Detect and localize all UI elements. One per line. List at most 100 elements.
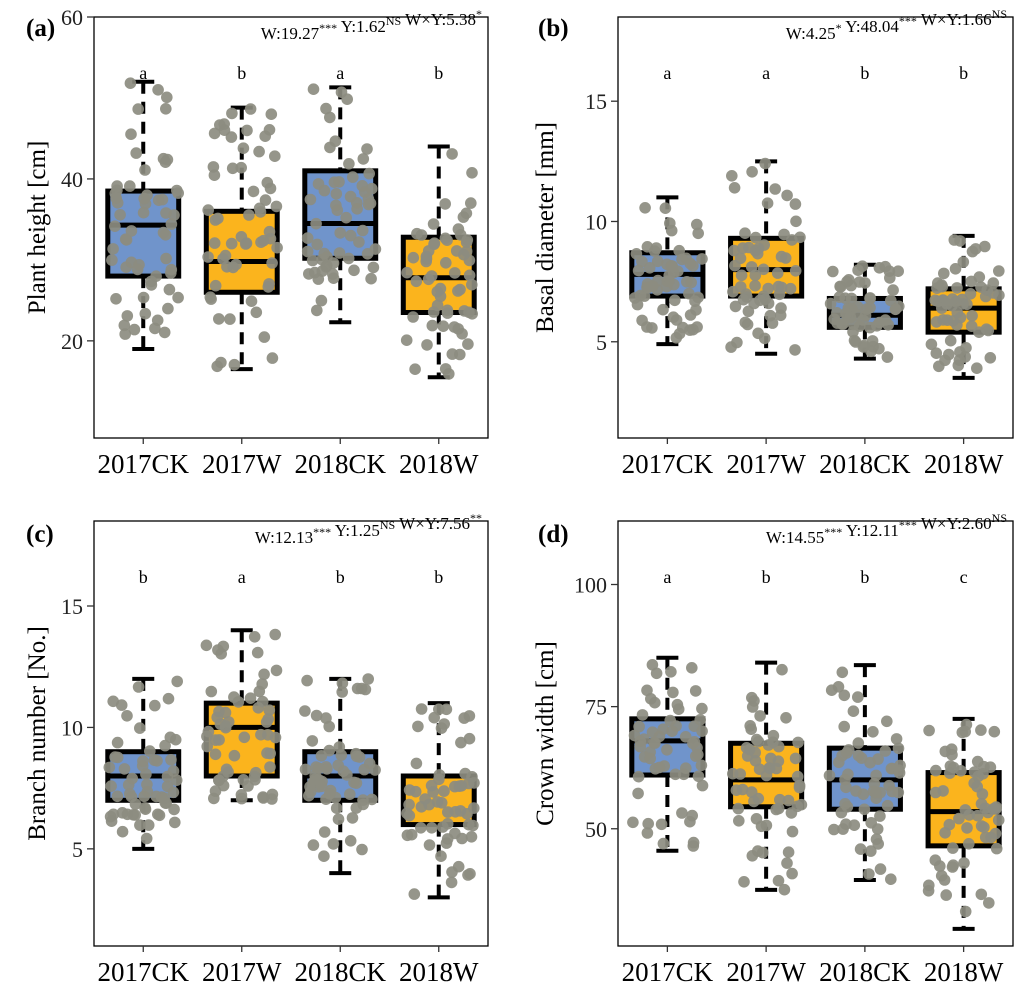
- data-point: [963, 838, 975, 850]
- data-point: [247, 185, 260, 198]
- data-point: [874, 863, 887, 875]
- data-point: [172, 291, 184, 304]
- data-point: [329, 135, 342, 147]
- data-point: [687, 836, 700, 849]
- y-axis-title: Basal diameter [mm]: [532, 122, 559, 333]
- stat-text: Y:12.11: [842, 521, 899, 540]
- data-point: [125, 128, 137, 140]
- data-point: [684, 324, 696, 336]
- data-point: [137, 755, 149, 767]
- data-point: [403, 798, 415, 811]
- x-tick-label: 2017CK: [622, 449, 714, 479]
- stat-significance: ***: [824, 525, 842, 539]
- data-point: [966, 310, 978, 322]
- data-point: [832, 681, 845, 693]
- stats-annotation: W:4.25* Y:48.04*** W×Y:1.66NS: [786, 7, 1007, 43]
- data-point: [734, 768, 746, 780]
- data-point: [208, 127, 221, 140]
- data-point: [772, 802, 785, 815]
- data-point: [929, 294, 941, 307]
- data-point: [883, 265, 896, 278]
- box-2017CK: b: [103, 567, 183, 851]
- data-point: [735, 269, 748, 282]
- data-point: [761, 197, 774, 209]
- data-point: [258, 331, 271, 343]
- data-point: [865, 817, 877, 829]
- data-point: [676, 253, 688, 266]
- stat-significance: ***: [899, 14, 917, 28]
- data-point: [838, 689, 851, 702]
- data-point: [327, 268, 339, 280]
- data-point: [734, 281, 747, 293]
- x-tick-label: 2018W: [924, 449, 1004, 479]
- data-point: [212, 212, 224, 225]
- significance-letter: a: [238, 567, 246, 587]
- y-tick-label: 20: [61, 329, 83, 354]
- data-point: [864, 756, 876, 769]
- data-point: [344, 835, 357, 847]
- significance-letter: b: [434, 63, 443, 83]
- data-point: [446, 866, 458, 878]
- data-point: [782, 846, 795, 858]
- data-point: [749, 279, 761, 292]
- stat-text: W×Y:7.56: [395, 514, 470, 533]
- data-point: [446, 148, 458, 160]
- significance-letter: a: [336, 63, 344, 83]
- data-point: [959, 905, 972, 918]
- data-point: [969, 243, 982, 255]
- data-point: [333, 247, 346, 259]
- data-point: [730, 784, 743, 796]
- data-point: [867, 340, 879, 353]
- data-point: [128, 323, 141, 336]
- significance-letter: b: [762, 567, 771, 587]
- data-point: [646, 726, 659, 738]
- data-point: [836, 666, 849, 679]
- data-point: [318, 247, 331, 260]
- data-point: [255, 236, 267, 248]
- stat-significance: NS: [386, 14, 401, 28]
- data-point: [833, 756, 845, 769]
- data-point: [149, 699, 161, 712]
- significance-letter: b: [434, 567, 443, 587]
- data-point: [441, 304, 454, 317]
- data-point: [657, 723, 669, 735]
- data-point: [139, 307, 152, 320]
- data-point: [971, 362, 983, 375]
- stat-significance: NS: [992, 511, 1007, 525]
- data-point: [692, 227, 704, 240]
- data-point: [757, 263, 770, 276]
- data-point: [169, 816, 181, 829]
- data-point: [856, 260, 869, 273]
- data-point: [401, 829, 414, 842]
- data-point: [269, 150, 281, 162]
- data-point: [789, 198, 802, 210]
- data-point: [657, 303, 669, 316]
- observation-points: [824, 260, 905, 363]
- data-point: [217, 253, 229, 265]
- observation-points: [401, 703, 480, 900]
- data-point: [344, 229, 357, 242]
- stat-text: W:4.25: [786, 24, 836, 43]
- data-point: [318, 184, 331, 197]
- plot-frame: [617, 16, 1014, 439]
- data-point: [230, 258, 242, 271]
- x-tick-label: 2017W: [202, 449, 282, 479]
- data-point: [889, 303, 902, 316]
- data-point: [751, 247, 764, 260]
- data-point: [266, 257, 278, 269]
- y-tick-label: 50: [585, 817, 607, 842]
- data-point: [163, 283, 176, 296]
- data-point: [109, 751, 121, 763]
- stat-significance: ***: [313, 525, 331, 539]
- data-point: [462, 818, 475, 831]
- data-point: [961, 298, 973, 311]
- data-point: [158, 326, 171, 339]
- data-point: [425, 822, 438, 834]
- x-tick-label: 2017W: [726, 957, 806, 985]
- data-point: [301, 674, 313, 687]
- data-point: [944, 334, 957, 347]
- data-point: [786, 825, 799, 838]
- data-point: [632, 770, 645, 783]
- data-point: [310, 217, 322, 230]
- data-point: [350, 802, 363, 814]
